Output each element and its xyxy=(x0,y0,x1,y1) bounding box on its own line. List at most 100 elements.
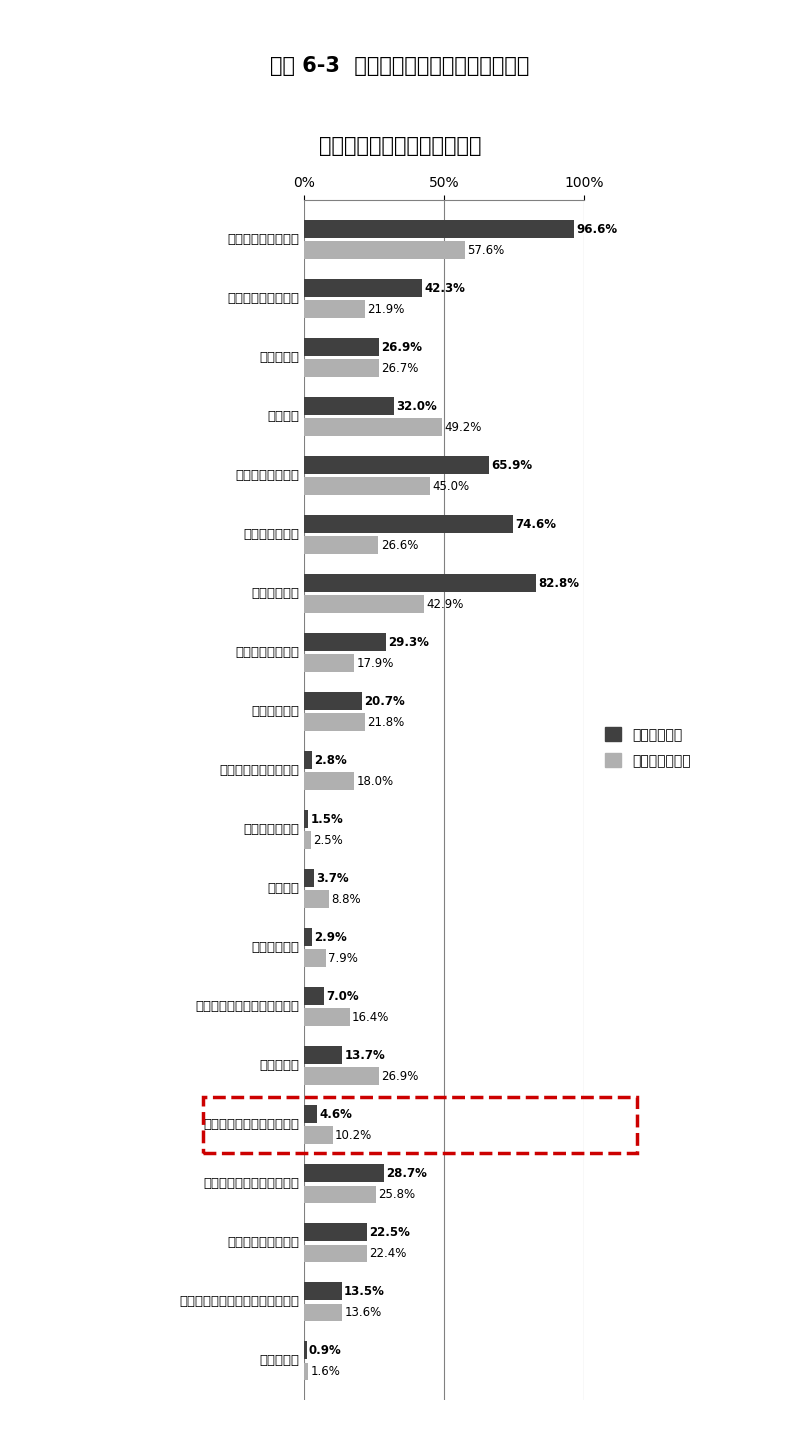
Text: 図表 6-3  今回したことと次回したいこと: 図表 6-3 今回したことと次回したいこと xyxy=(270,56,530,76)
Text: テーマパーク: テーマパーク xyxy=(252,706,300,719)
Text: 29.3%: 29.3% xyxy=(388,636,429,649)
Text: 65.9%: 65.9% xyxy=(490,459,532,472)
Bar xyxy=(304,692,362,710)
Text: 治療・検診: 治療・検診 xyxy=(260,1355,300,1368)
Text: 日本の酒を飲むこと: 日本の酒を飲むこと xyxy=(228,292,300,306)
Bar xyxy=(304,869,314,887)
Text: 日本食を食べること: 日本食を食べること xyxy=(228,233,300,246)
Bar xyxy=(203,1097,638,1153)
Bar xyxy=(304,516,513,533)
Text: 日本のポップカルチャーを楽しむ: 日本のポップカルチャーを楽しむ xyxy=(180,1295,300,1309)
Bar xyxy=(304,359,378,377)
Text: 26.9%: 26.9% xyxy=(382,340,422,353)
Text: 7.0%: 7.0% xyxy=(326,990,358,1003)
Text: ショッピング: ショッピング xyxy=(252,587,300,600)
Bar xyxy=(304,1106,317,1123)
Bar xyxy=(304,949,326,967)
Bar xyxy=(304,419,442,436)
Text: 96.6%: 96.6% xyxy=(577,223,618,236)
Bar xyxy=(304,1009,350,1026)
Bar xyxy=(304,1282,342,1300)
Text: 10.2%: 10.2% xyxy=(335,1129,372,1142)
Text: 繁華街の街歩き: 繁華街の街歩き xyxy=(244,529,300,542)
Bar xyxy=(304,1046,342,1065)
Text: 22.4%: 22.4% xyxy=(369,1248,406,1260)
Bar xyxy=(304,300,366,319)
Text: 17.9%: 17.9% xyxy=(356,657,394,670)
Text: 13.7%: 13.7% xyxy=(345,1049,386,1062)
Bar xyxy=(304,1186,376,1203)
Text: 16.4%: 16.4% xyxy=(352,1010,390,1023)
Bar xyxy=(304,574,536,592)
Bar xyxy=(304,596,424,613)
Text: 3.7%: 3.7% xyxy=(317,872,350,885)
Text: 28.7%: 28.7% xyxy=(386,1166,427,1180)
Text: 日本の歴史・伝統文化体験: 日本の歴史・伝統文化体験 xyxy=(204,1177,300,1190)
Text: 20.7%: 20.7% xyxy=(364,694,405,707)
Text: 旅館に宿泊: 旅館に宿泊 xyxy=(260,352,300,364)
Text: 21.8%: 21.8% xyxy=(367,716,405,729)
Text: 49.2%: 49.2% xyxy=(444,420,482,434)
Text: 26.7%: 26.7% xyxy=(381,362,418,374)
Text: 4.6%: 4.6% xyxy=(319,1107,352,1120)
Text: 2.9%: 2.9% xyxy=(314,930,347,943)
Text: 自然体験ツアー・農漁村体験: 自然体験ツアー・農漁村体験 xyxy=(196,1000,300,1013)
Text: 自然・景勝地観光: 自然・景勝地観光 xyxy=(236,469,300,482)
Bar xyxy=(304,279,422,297)
Text: 美術館・博物館等: 美術館・博物館等 xyxy=(236,646,300,659)
Text: 26.9%: 26.9% xyxy=(382,1070,419,1083)
Bar xyxy=(304,752,312,769)
Bar xyxy=(304,536,378,554)
Bar xyxy=(304,1165,384,1182)
Text: 25.8%: 25.8% xyxy=(378,1187,416,1200)
Text: 2.8%: 2.8% xyxy=(314,753,347,766)
Bar xyxy=(304,810,308,827)
Text: 26.6%: 26.6% xyxy=(381,539,418,552)
Text: 2.5%: 2.5% xyxy=(314,835,343,847)
Text: 舞台鑑賞: 舞台鑑賞 xyxy=(268,882,300,895)
Text: 7.9%: 7.9% xyxy=(328,952,358,965)
Bar xyxy=(304,713,365,732)
Text: 32.0%: 32.0% xyxy=(396,400,437,413)
Text: 74.6%: 74.6% xyxy=(515,517,556,530)
Text: 18.0%: 18.0% xyxy=(357,775,394,787)
Text: 1.6%: 1.6% xyxy=(310,1365,341,1378)
Bar xyxy=(304,1223,367,1242)
Bar xyxy=(304,242,466,259)
Bar xyxy=(304,397,394,414)
Text: その他スポーツ: その他スポーツ xyxy=(244,823,300,836)
Text: 42.9%: 42.9% xyxy=(426,597,464,610)
Bar xyxy=(304,832,311,849)
Text: 21.9%: 21.9% xyxy=(367,303,405,316)
Bar xyxy=(304,1067,379,1085)
Bar xyxy=(304,220,574,237)
Text: 日本の日常生活体験: 日本の日常生活体験 xyxy=(228,1236,300,1249)
Text: 82.8%: 82.8% xyxy=(538,577,579,590)
Text: 8.8%: 8.8% xyxy=(331,893,361,906)
Bar xyxy=(304,477,430,494)
Bar xyxy=(304,633,386,652)
Bar xyxy=(304,1245,366,1262)
Bar xyxy=(304,1303,342,1322)
Text: 22.5%: 22.5% xyxy=(370,1226,410,1239)
Text: （全国籍・地域、複数回答）: （全国籍・地域、複数回答） xyxy=(318,136,482,156)
Text: 0.9%: 0.9% xyxy=(309,1343,342,1356)
Bar xyxy=(304,987,323,1005)
Text: 1.5%: 1.5% xyxy=(310,813,343,826)
Text: 温泉入浴: 温泉入浴 xyxy=(268,410,300,423)
Bar xyxy=(304,1126,333,1145)
Text: 57.6%: 57.6% xyxy=(467,244,505,257)
Text: 映画・アニメ縁の地を訪問: 映画・アニメ縁の地を訪問 xyxy=(204,1119,300,1132)
Bar xyxy=(304,456,489,474)
Text: 45.0%: 45.0% xyxy=(432,480,470,493)
Bar xyxy=(304,339,379,356)
Text: 42.3%: 42.3% xyxy=(425,282,466,294)
Legend: 今回したこと, 次回したいこと: 今回したこと, 次回したいこと xyxy=(599,722,697,773)
Bar xyxy=(304,890,329,909)
Text: スキー・スノーボード: スキー・スノーボード xyxy=(220,765,300,777)
Text: 13.6%: 13.6% xyxy=(344,1306,382,1319)
Bar xyxy=(304,1363,309,1380)
Text: 13.5%: 13.5% xyxy=(344,1285,385,1298)
Text: 四季の体感: 四季の体感 xyxy=(260,1059,300,1072)
Bar xyxy=(304,929,312,946)
